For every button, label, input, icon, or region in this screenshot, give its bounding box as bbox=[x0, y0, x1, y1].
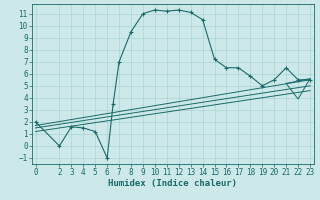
X-axis label: Humidex (Indice chaleur): Humidex (Indice chaleur) bbox=[108, 179, 237, 188]
